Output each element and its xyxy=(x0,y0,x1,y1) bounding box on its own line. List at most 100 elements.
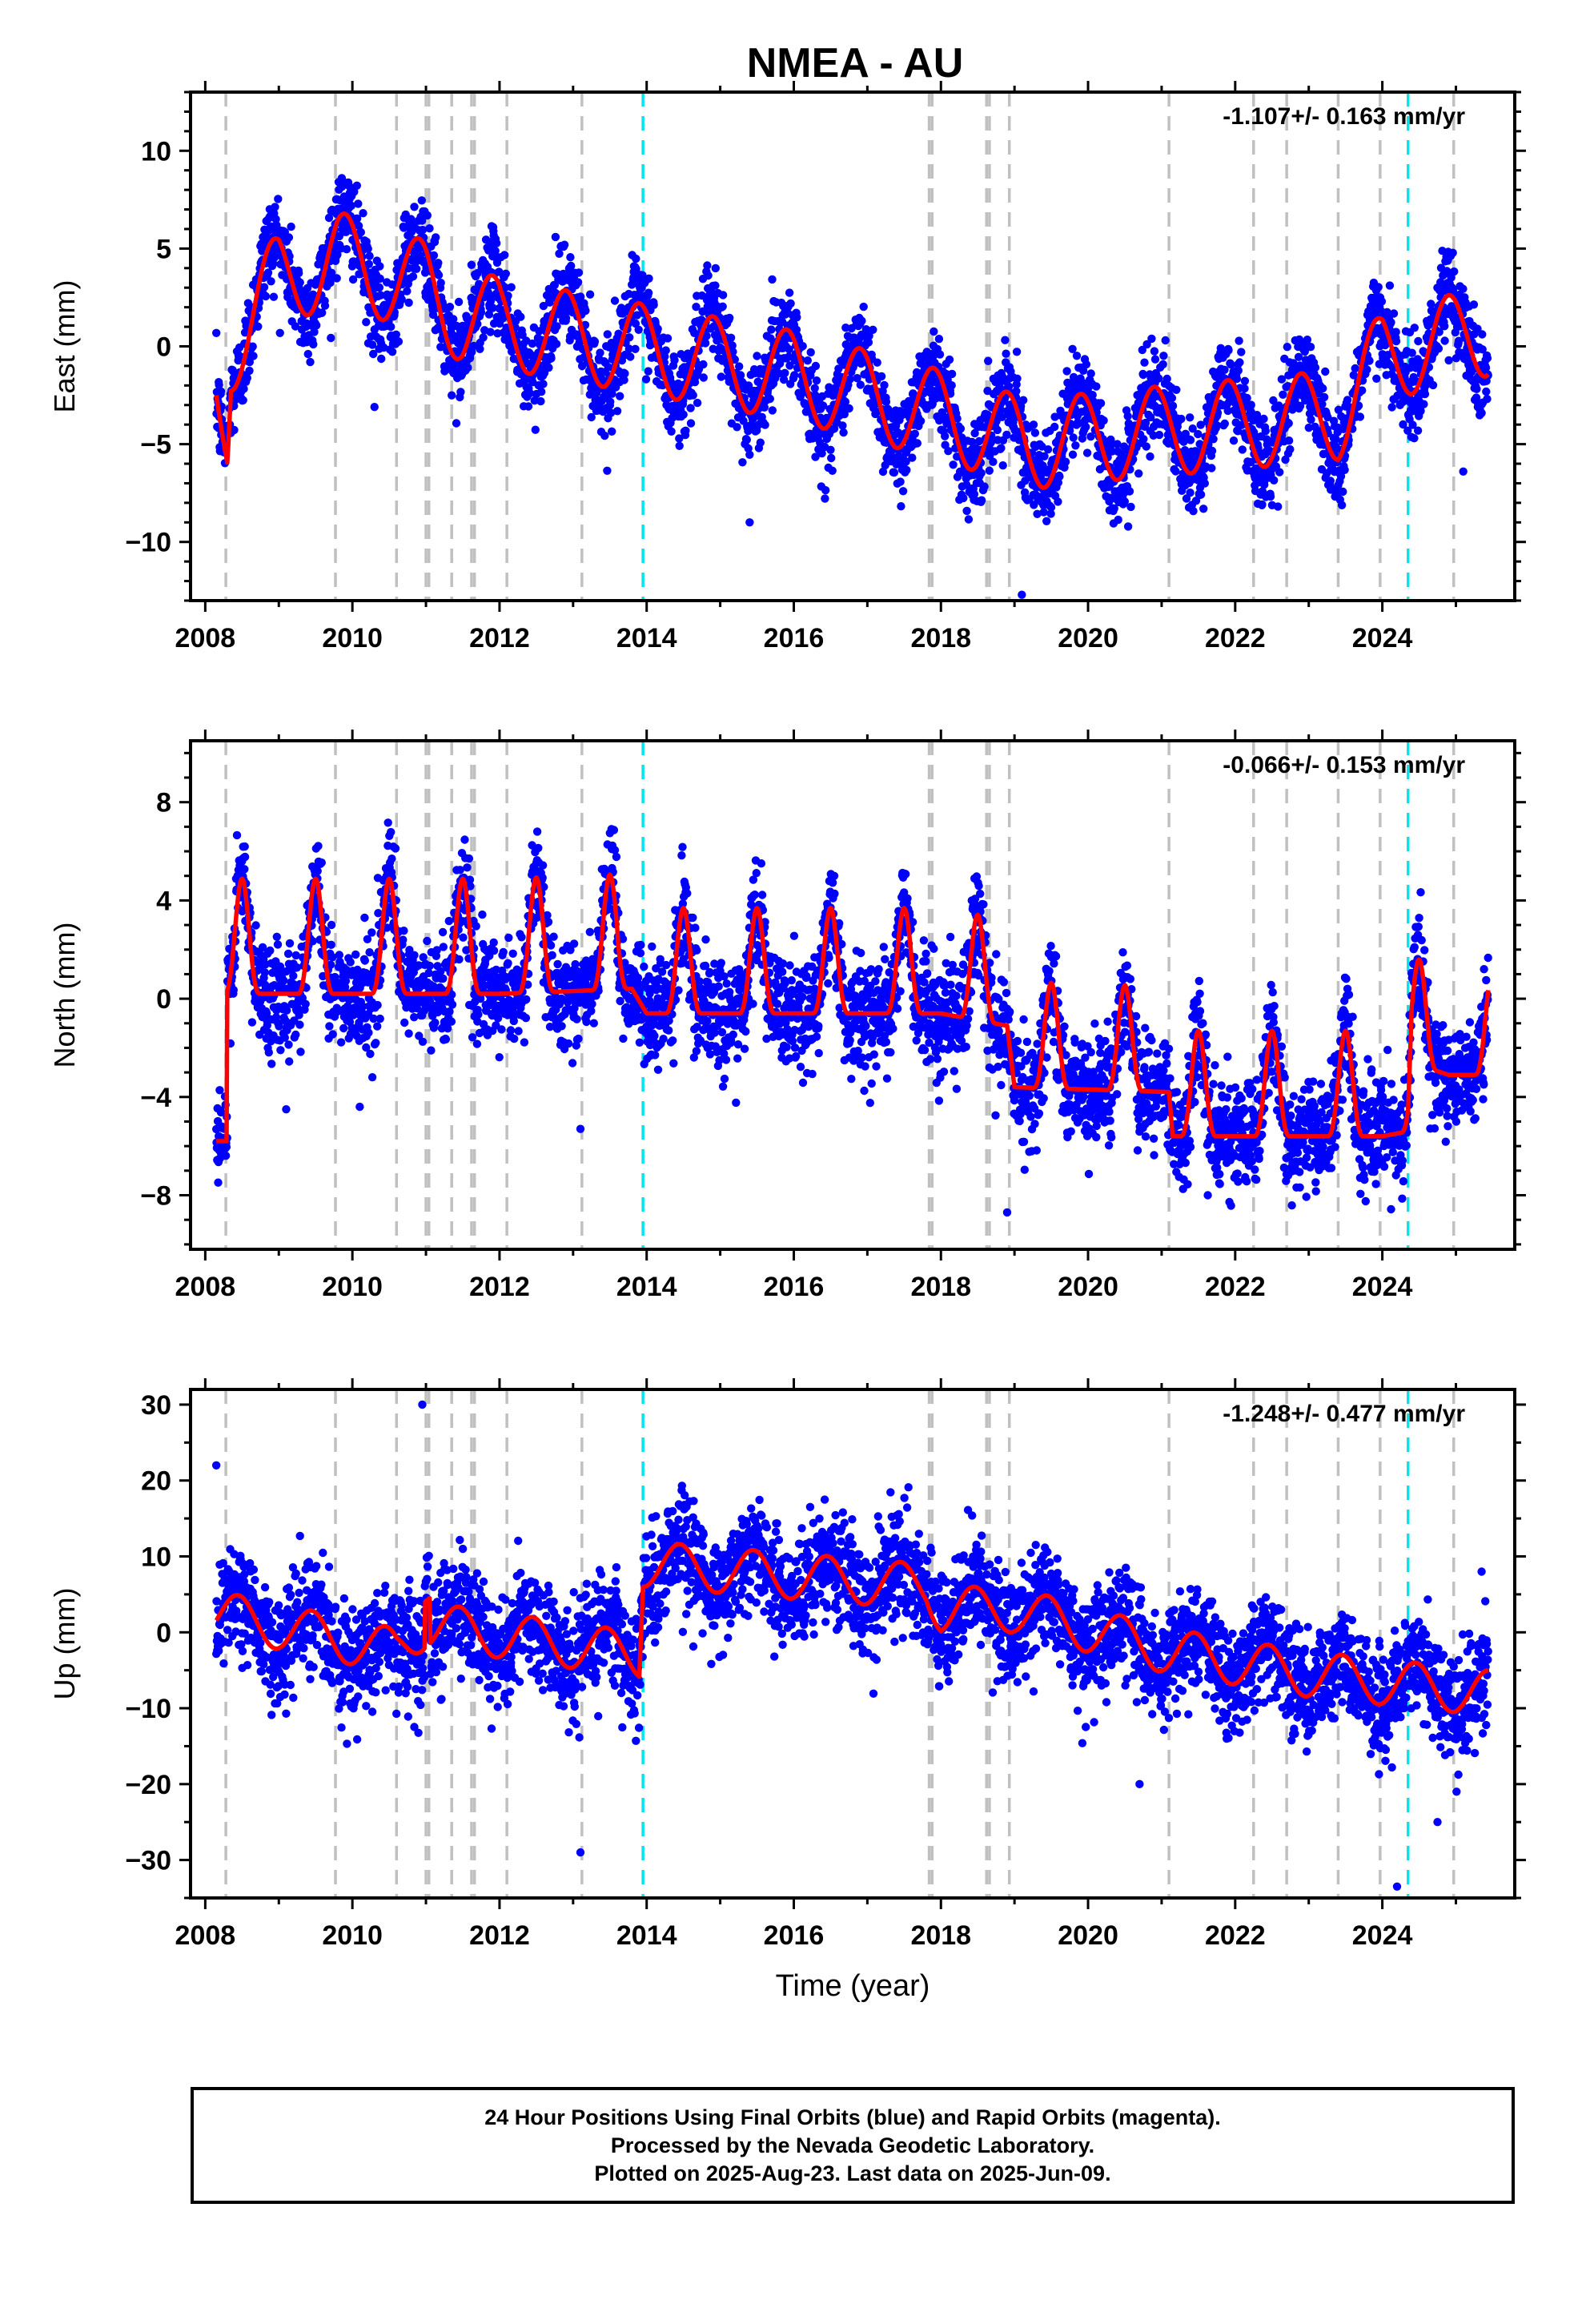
data-point xyxy=(1199,505,1208,513)
data-point xyxy=(838,421,847,430)
data-point xyxy=(369,349,378,359)
data-point xyxy=(271,203,279,211)
data-point xyxy=(531,425,540,434)
data-point xyxy=(896,477,905,486)
data-point xyxy=(768,406,777,415)
data-point xyxy=(818,401,828,410)
data-point xyxy=(827,453,836,463)
outlier-point xyxy=(1459,467,1468,476)
data-point xyxy=(306,357,315,367)
data-point xyxy=(431,1018,440,1027)
data-point xyxy=(935,350,945,359)
y-tick-label: −5 xyxy=(140,430,171,460)
data-point xyxy=(667,427,676,436)
data-point xyxy=(536,396,545,406)
data-point xyxy=(897,502,905,511)
data-point xyxy=(898,487,908,496)
data-point xyxy=(1355,412,1365,421)
data-point xyxy=(310,328,319,336)
outlier-point xyxy=(745,518,754,527)
plot-area-east xyxy=(212,92,1492,601)
data-point xyxy=(347,201,355,211)
data-point xyxy=(735,362,744,371)
data-point xyxy=(539,380,548,388)
data-point xyxy=(417,196,426,205)
data-point xyxy=(581,306,590,316)
data-point xyxy=(456,388,465,396)
data-point xyxy=(959,493,968,503)
data-point xyxy=(865,332,873,340)
data-point xyxy=(1321,367,1330,376)
data-point xyxy=(363,244,372,253)
data-point xyxy=(856,380,865,389)
data-point xyxy=(1284,419,1293,428)
data-point xyxy=(1363,365,1371,374)
data-point xyxy=(452,419,461,428)
data-point xyxy=(473,320,482,328)
data-point xyxy=(336,1038,346,1047)
data-point xyxy=(367,1073,377,1082)
data-point xyxy=(425,961,434,971)
data-point xyxy=(448,391,456,400)
data-point xyxy=(486,328,495,336)
data-point xyxy=(663,334,673,343)
data-point xyxy=(332,274,341,283)
data-point xyxy=(1159,352,1168,360)
data-point xyxy=(670,356,679,364)
data-point xyxy=(327,333,335,343)
data-point xyxy=(821,494,829,503)
data-point xyxy=(327,940,335,950)
data-point xyxy=(701,339,710,348)
data-point xyxy=(744,444,753,453)
x-tick-label: 2018 xyxy=(910,623,971,653)
data-point xyxy=(428,310,438,320)
data-point xyxy=(229,986,238,995)
data-point xyxy=(1061,457,1070,466)
data-point xyxy=(476,308,486,317)
data-point xyxy=(313,866,322,876)
data-point xyxy=(1123,412,1132,420)
data-point xyxy=(644,288,653,297)
data-point xyxy=(375,274,384,283)
data-point xyxy=(492,239,501,247)
data-point xyxy=(1186,413,1195,422)
data-point xyxy=(267,277,275,286)
x-tick-label: 2014 xyxy=(616,623,677,653)
data-point xyxy=(1086,369,1095,378)
data-point xyxy=(736,371,745,380)
data-point xyxy=(786,299,795,308)
data-point xyxy=(1082,448,1092,457)
data-point xyxy=(1420,389,1430,399)
data-point xyxy=(1234,366,1243,375)
data-point xyxy=(1043,445,1053,454)
data-point xyxy=(544,363,553,372)
data-point xyxy=(1013,374,1022,383)
data-point xyxy=(614,329,623,338)
data-point xyxy=(312,321,321,330)
data-point xyxy=(1050,422,1059,432)
data-point xyxy=(653,324,662,333)
y-tick-label: 10 xyxy=(141,136,171,167)
data-point xyxy=(997,444,1006,452)
data-point xyxy=(403,287,412,296)
data-point xyxy=(1434,344,1443,353)
final-orbit-points xyxy=(212,174,1492,599)
y-axis-label: East (mm) xyxy=(48,280,81,413)
panel-north: 2008 2010 2012 2014 2016 2018 2020 2022 2024840−… xyxy=(48,730,1526,1302)
data-point xyxy=(941,432,950,440)
data-point xyxy=(798,342,807,351)
data-point xyxy=(412,264,421,273)
data-point xyxy=(1284,436,1294,445)
data-point xyxy=(603,330,612,339)
data-point xyxy=(404,298,413,308)
data-point xyxy=(1002,430,1011,440)
data-point xyxy=(291,1030,300,1039)
data-point xyxy=(486,296,496,306)
data-point xyxy=(1260,480,1269,489)
data-point xyxy=(425,224,434,233)
data-point xyxy=(1261,427,1271,436)
data-point xyxy=(215,380,223,389)
data-point xyxy=(354,199,363,208)
data-point xyxy=(590,337,600,346)
data-point xyxy=(661,346,670,355)
